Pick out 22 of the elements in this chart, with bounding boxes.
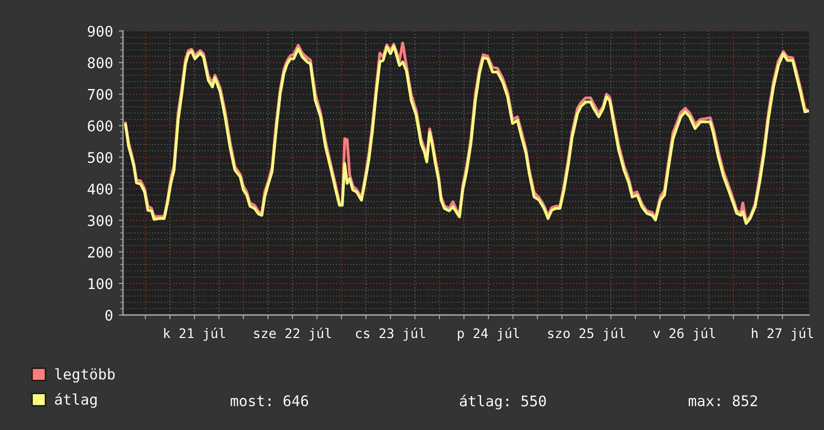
- y-tick-label: 200: [88, 246, 112, 258]
- x-tick-label: szo 25 júl: [548, 328, 625, 341]
- y-tick-label: 900: [88, 26, 112, 37]
- x-tick-label: p 24 júl: [458, 328, 519, 341]
- y-tick-label: 500: [88, 152, 112, 164]
- y-tick-label: 800: [88, 57, 112, 68]
- y-tick-label: 700: [88, 88, 112, 100]
- x-tick-label: sze 22 júl: [254, 328, 331, 341]
- x-tick-label: cs 23 júl: [356, 328, 425, 341]
- x-tick-label: k 21 júl: [164, 328, 225, 341]
- y-tick-label: 100: [88, 278, 112, 290]
- y-tick-label: 400: [88, 184, 112, 195]
- y-tick-label: 600: [88, 120, 112, 132]
- y-tick-label: 300: [88, 215, 112, 226]
- legend-label: legtöbb: [55, 368, 115, 382]
- text: max: 852: [688, 395, 757, 406]
- text: átlag: 550: [460, 394, 546, 410]
- y-tick-label: 0: [105, 310, 112, 321]
- legend-label: átlag: [55, 393, 97, 408]
- x-tick-label: v 26 júl: [653, 328, 715, 341]
- x-tick-label: h 27 júl: [752, 328, 813, 341]
- text: most: 646: [230, 395, 308, 406]
